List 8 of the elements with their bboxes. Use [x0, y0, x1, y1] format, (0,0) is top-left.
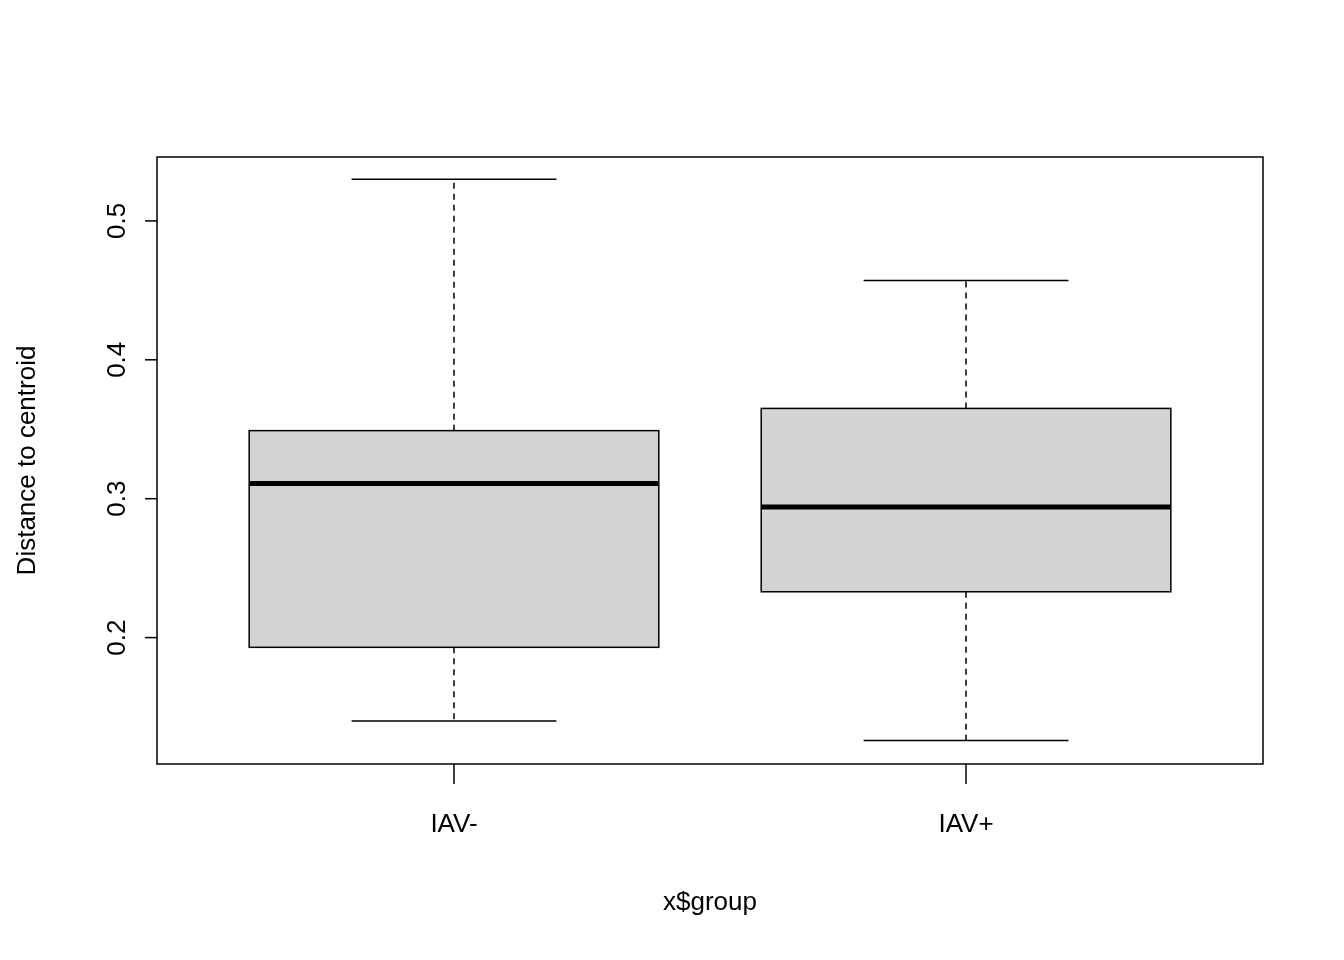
x-axis-title: x$group	[663, 886, 757, 916]
y-tick-label: 0.4	[101, 341, 131, 378]
y-axis-title: Distance to centroid	[11, 345, 41, 576]
y-tick-label: 0.3	[101, 480, 131, 517]
x-tick-label: IAV+	[938, 808, 994, 838]
y-tick-label: 0.2	[101, 619, 131, 656]
y-tick-label: 0.5	[101, 202, 131, 239]
x-tick-label: IAV-	[430, 808, 478, 838]
